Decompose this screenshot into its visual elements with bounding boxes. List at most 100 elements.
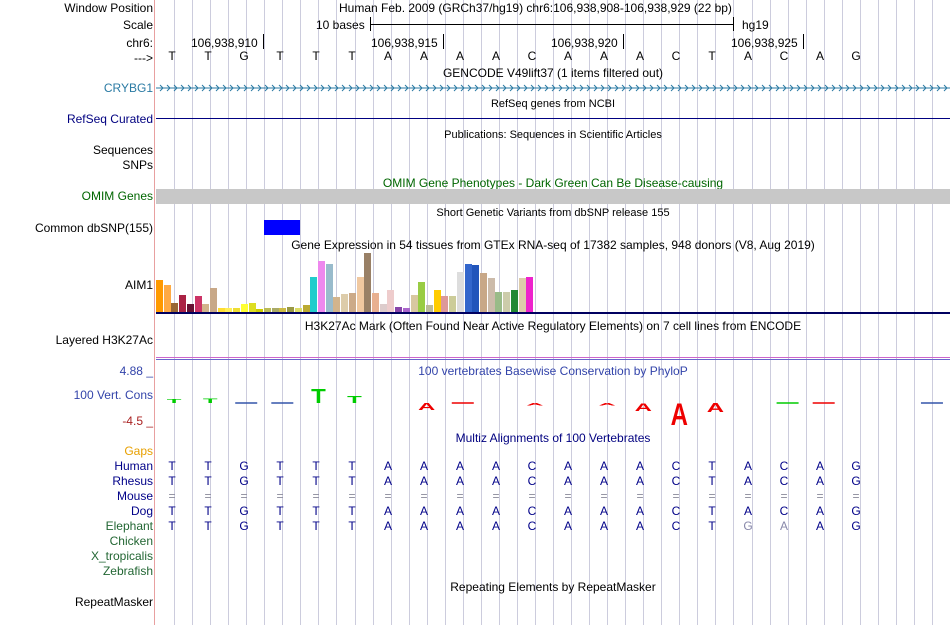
cons-min-label: -4.5 _ (122, 414, 153, 428)
gtex-tissue-bar[interactable] (241, 304, 248, 312)
label-sequences[interactable]: Sequences (92, 143, 153, 157)
tick-label-1: 106,938,910 (191, 36, 258, 50)
species-label[interactable]: Rhesus (112, 474, 153, 488)
sequence-base: G (851, 49, 861, 63)
publications-track-title[interactable]: Publications: Sequences in Scientific Ar… (444, 129, 662, 141)
gtex-tissue-bar[interactable] (218, 308, 225, 312)
label-omim[interactable]: OMIM Genes (81, 189, 153, 203)
species-label[interactable]: X_tropicalis (90, 549, 153, 563)
label-cons[interactable]: 100 Vert. Cons (73, 388, 153, 402)
gtex-tissue-bar[interactable] (279, 308, 286, 312)
phylop-track-title[interactable]: 100 vertebrates Basewise Conservation by… (418, 364, 688, 378)
gencode-track-title[interactable]: GENCODE V49lift37 (1 items filtered out) (442, 66, 664, 80)
window-position-title[interactable]: Human Feb. 2009 (GRCh37/hg19) chr6:106,9… (339, 1, 732, 15)
label-refseq[interactable]: RefSeq Curated (66, 112, 153, 126)
gtex-tissue-bar[interactable] (519, 278, 526, 312)
gtex-tissue-bar[interactable] (488, 278, 495, 312)
gtex-tissue-bar[interactable] (341, 294, 348, 312)
dbsnp-track-title[interactable]: Short Genetic Variants from dbSNP releas… (436, 207, 670, 219)
gtex-tissue-bar[interactable] (480, 273, 487, 312)
gtex-tissue-bar[interactable] (195, 296, 202, 312)
gtex-bar-chart[interactable] (156, 253, 534, 312)
gtex-tissue-bar[interactable] (156, 280, 163, 312)
alignment-base: T (204, 504, 212, 518)
gtex-tissue-bar[interactable] (503, 292, 510, 312)
alignment-base: T (312, 459, 320, 473)
strand-arrow (509, 84, 514, 92)
gtex-tissue-bar[interactable] (387, 290, 394, 312)
gtex-tissue-bar[interactable] (495, 292, 502, 312)
gtex-tissue-bar[interactable] (264, 308, 271, 312)
gtex-tissue-bar[interactable] (441, 296, 448, 312)
gtex-tissue-bar[interactable] (310, 277, 317, 312)
repeatmasker-track-title[interactable]: Repeating Elements by RepeatMasker (450, 580, 656, 594)
gtex-tissue-bar[interactable] (164, 285, 171, 312)
species-label[interactable]: Mouse (116, 489, 153, 503)
gtex-tissue-bar[interactable] (472, 265, 479, 312)
gtex-tissue-bar[interactable] (202, 304, 209, 312)
label-common-dbsnp[interactable]: Common dbSNP(155) (34, 221, 153, 235)
omim-feature-bar[interactable] (156, 189, 950, 204)
h3k27ac-track-title[interactable]: H3K27Ac Mark (Often Found Near Active Re… (304, 319, 802, 333)
species-label[interactable]: Zebrafish (102, 564, 153, 578)
gtex-tissue-bar[interactable] (372, 293, 379, 312)
gtex-tissue-bar[interactable] (272, 308, 279, 312)
gtex-tissue-bar[interactable] (295, 308, 302, 312)
gtex-tissue-bar[interactable] (187, 304, 194, 312)
phylop-letter: T (167, 398, 182, 404)
label-aim1[interactable]: AIM1 (124, 278, 153, 292)
gtex-tissue-bar[interactable] (318, 261, 325, 312)
phylop-conservation-plot[interactable]: T T T TA A A A A A (156, 376, 950, 430)
gtex-tissue-bar[interactable] (418, 282, 425, 312)
label-h3k27ac[interactable]: Layered H3K27Ac (55, 333, 153, 347)
gtex-tissue-bar[interactable] (171, 303, 178, 312)
gtex-tissue-bar[interactable] (395, 307, 402, 312)
phylop-letter: A (635, 401, 652, 414)
strand-arrow (831, 84, 836, 92)
gtex-tissue-bar[interactable] (256, 309, 263, 312)
phylop-letter: A (418, 401, 435, 412)
gtex-tissue-bar[interactable] (303, 305, 310, 312)
gtex-tissue-bar[interactable] (210, 288, 217, 312)
gtex-tissue-bar[interactable] (233, 308, 240, 312)
strand-arrow (467, 84, 472, 92)
multiz-track-title[interactable]: Multiz Alignments of 100 Vertebrates (455, 431, 651, 445)
omim-track-title[interactable]: OMIM Gene Phenotypes - Dark Green Can Be… (382, 176, 724, 190)
gtex-tissue-bar[interactable] (526, 277, 533, 312)
species-label[interactable]: Human (114, 459, 153, 473)
gtex-tissue-bar[interactable] (434, 290, 441, 312)
species-label[interactable]: Elephant (105, 519, 153, 533)
gtex-tissue-bar[interactable] (249, 303, 256, 312)
label-crybg1[interactable]: CRYBG1 (103, 81, 153, 95)
label-gaps[interactable]: Gaps (124, 444, 153, 458)
dbsnp-variant[interactable] (264, 220, 300, 235)
gtex-tissue-bar[interactable] (225, 308, 232, 312)
gtex-tissue-bar[interactable] (333, 297, 340, 312)
gtex-tissue-bar[interactable] (426, 305, 433, 312)
gtex-tissue-bar[interactable] (403, 308, 410, 312)
crybg1-gene-model[interactable] (156, 82, 950, 94)
gtex-track-title[interactable]: Gene Expression in 54 tissues from GTEx … (291, 238, 815, 252)
gtex-tissue-bar[interactable] (380, 304, 387, 312)
gtex-tissue-bar[interactable] (349, 293, 356, 312)
strand-arrow (264, 84, 269, 92)
gtex-tissue-bar[interactable] (511, 290, 518, 312)
strand-arrow (880, 84, 885, 92)
gtex-tissue-bar[interactable] (357, 277, 364, 312)
alignment-base: = (708, 489, 716, 503)
refseq-gene-line[interactable] (156, 118, 950, 119)
gtex-tissue-bar[interactable] (465, 264, 472, 312)
gtex-tissue-bar[interactable] (326, 264, 333, 312)
gtex-tissue-bar[interactable] (364, 253, 371, 312)
gtex-tissue-bar[interactable] (179, 295, 186, 312)
gtex-tissue-bar[interactable] (411, 295, 418, 312)
species-label[interactable]: Dog (130, 504, 153, 518)
label-repeatmasker[interactable]: RepeatMasker (74, 595, 153, 609)
refseq-track-title[interactable]: RefSeq genes from NCBI (490, 98, 616, 110)
label-snps[interactable]: SNPs (122, 158, 153, 172)
alignment-base: A (599, 474, 608, 488)
gtex-tissue-bar[interactable] (449, 296, 456, 312)
species-label[interactable]: Chicken (109, 534, 153, 548)
gtex-tissue-bar[interactable] (287, 307, 294, 312)
gtex-tissue-bar[interactable] (457, 272, 464, 312)
